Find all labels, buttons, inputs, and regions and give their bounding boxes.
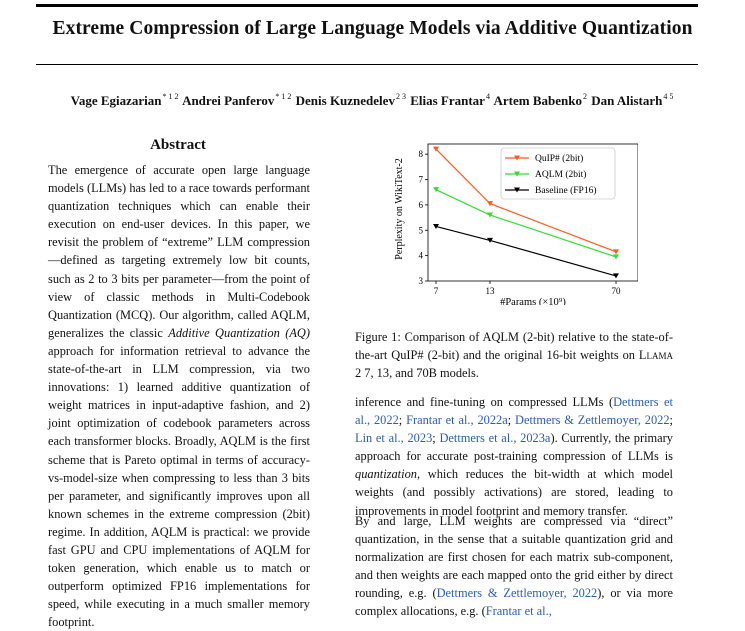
caption-tail: 2 7, 13, and 70B models. — [355, 366, 479, 381]
caption-model: Llama — [638, 348, 673, 363]
author-name: Andrei Panferov — [182, 93, 275, 108]
data-point — [433, 146, 439, 152]
data-point — [487, 201, 493, 207]
citation-link[interactable]: Dettmers et al., 2022 — [355, 395, 673, 428]
citation-link[interactable]: Frantar et al., 2022a — [406, 413, 508, 428]
paragraph-italic: quantization — [355, 467, 417, 482]
chart-legend: QuIP# (2bit) AQLM (2bit) Baseline (FP16) — [500, 147, 616, 200]
y-tick-label: 5 — [419, 225, 424, 235]
author-affil: 4 5 — [663, 92, 674, 101]
perplexity-chart: Perplexity on WikiText-2 3 4 5 6 7 8 7 13 70 #Pa… — [394, 143, 638, 305]
y-tick-label: 8 — [419, 149, 424, 159]
citation-link[interactable]: Dettmers & Zettlemoyer, 2022 — [515, 413, 670, 428]
paragraph-text: ; — [507, 413, 516, 428]
y-axis-label: Perplexity on WikiText-2 — [394, 158, 405, 259]
x-tick-label: 7 — [434, 286, 439, 296]
abstract-heading: Abstract — [150, 137, 206, 153]
paragraph-text: ; — [432, 431, 440, 446]
paragraph-text: By and large, LLM weights are compressed… — [355, 514, 673, 601]
citation-link[interactable]: Lin et al., 2023 — [355, 431, 433, 446]
author-name: Vage Egiazarian — [70, 93, 162, 108]
legend-box — [500, 147, 616, 200]
author-name: Elias Frantar — [410, 93, 485, 108]
series-line — [435, 189, 617, 258]
legend-label-baseline: Baseline (FP16) — [535, 185, 596, 196]
caption-text: Figure 1: Comparison of AQLM (2-bit) rel… — [355, 330, 673, 363]
author-affil: 4 — [485, 92, 490, 101]
data-point — [433, 187, 439, 193]
legend-label-quip: QuIP# (2bit) — [535, 153, 583, 164]
author-affil: * 1 2 — [162, 92, 179, 101]
top-rule — [36, 4, 698, 7]
data-point — [487, 212, 493, 218]
abstract-part: The emergence of accurate open large lan… — [48, 163, 310, 340]
abstract-italic: Additive Quantization (AQ) — [168, 325, 310, 340]
y-tick-label: 6 — [419, 200, 424, 210]
legend-marker-quip — [514, 155, 520, 161]
data-point — [613, 273, 619, 279]
author-affil: * 1 2 — [275, 92, 292, 101]
figure-caption: Figure 1: Comparison of AQLM (2-bit) rel… — [355, 328, 673, 382]
paper-title: Extreme Compression of Large Language Mo… — [52, 18, 693, 39]
y-tick-label: 4 — [419, 251, 424, 261]
paragraph-text: ; — [669, 413, 673, 428]
y-tick-label: 7 — [419, 175, 424, 185]
x-tick-label: 70 — [612, 286, 622, 296]
body-paragraph-2: By and large, LLM weights are compressed… — [355, 512, 673, 621]
author-name: Dan Alistarh — [591, 93, 663, 108]
y-tick-label: 3 — [419, 276, 424, 286]
paragraph-text: inference and fine-tuning on compressed … — [355, 395, 614, 409]
legend-marker-baseline — [514, 187, 520, 193]
paragraph-text: , which reduces the bit-width at which m… — [355, 467, 673, 518]
author-affil: 2 — [582, 92, 587, 101]
series-line — [435, 225, 617, 277]
author-list: Vage Egiazarian* 1 2 Andrei Panferov* 1 … — [0, 92, 745, 109]
citation-link[interactable]: Dettmers et al., 2023a — [439, 431, 551, 446]
paragraph-text: ). Currently, the primary approach for a… — [355, 431, 673, 464]
citation-link[interactable]: Dettmers & Zettlemoyer, 2022 — [436, 586, 598, 601]
author-name: Denis Kuznedelev — [295, 93, 395, 108]
abstract-part: approach for information retrieval to ad… — [48, 343, 310, 630]
abstract-text: The emergence of accurate open large lan… — [48, 161, 310, 631]
legend-label-aqlm: AQLM (2bit) — [535, 169, 586, 180]
data-point — [613, 249, 619, 255]
body-paragraph-1: inference and fine-tuning on compressed … — [355, 393, 673, 520]
data-point — [433, 223, 439, 229]
data-point — [613, 254, 619, 260]
title-rule — [36, 64, 698, 65]
plot-frame — [427, 143, 638, 282]
x-tick-label: 13 — [486, 286, 496, 296]
legend-marker-aqlm — [514, 171, 520, 177]
data-point — [487, 237, 493, 243]
author-affil: 2 3 — [395, 92, 406, 101]
author-name: Artem Babenko — [493, 93, 582, 108]
paragraph-text: ; — [398, 413, 407, 428]
x-axis-label: #Params (×10⁹) — [500, 297, 566, 305]
